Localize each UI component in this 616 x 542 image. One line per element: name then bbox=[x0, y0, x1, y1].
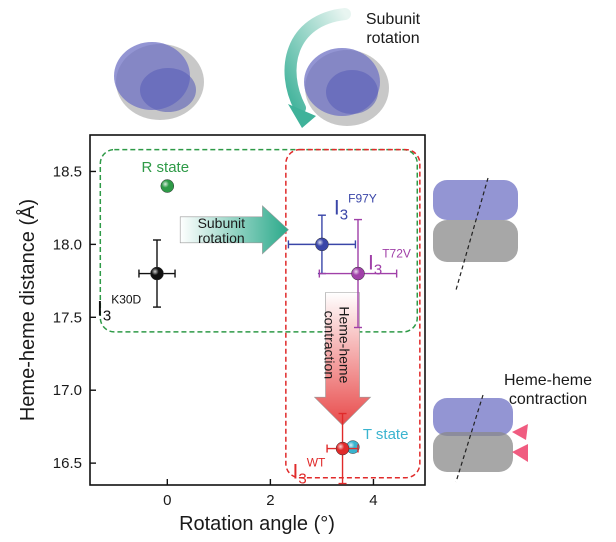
protein-illustration-top-left bbox=[114, 42, 204, 120]
point-label-t-state: T state bbox=[363, 426, 409, 443]
y-tick-label: 18.5 bbox=[53, 163, 82, 180]
y-tick-label: 18.0 bbox=[53, 236, 82, 253]
contraction-arrow-label-1: Heme-heme bbox=[337, 306, 353, 383]
y-tick-label: 17.0 bbox=[53, 382, 82, 399]
point-label-wt: I3WT bbox=[293, 456, 327, 488]
y-axis-title: Heme-heme distance (Å) bbox=[16, 199, 39, 421]
x-tick-label: 2 bbox=[266, 492, 274, 509]
data-point-t-state: T state bbox=[346, 426, 408, 454]
point-label-k30d: I3K30D bbox=[97, 293, 142, 325]
protein-illustration-top-center bbox=[304, 48, 389, 126]
bottom-right-caption-line2: contraction bbox=[509, 391, 587, 408]
protein-illustration-right-bottom bbox=[433, 394, 528, 483]
point-label-f97y: I3F97Y bbox=[334, 191, 377, 223]
point-highlight bbox=[160, 179, 174, 193]
r-group-box bbox=[99, 148, 419, 333]
x-tick-label: 0 bbox=[163, 492, 171, 509]
subunit-rotation-arrow bbox=[179, 205, 289, 255]
point-highlight bbox=[150, 267, 164, 281]
point-highlight bbox=[336, 442, 350, 456]
y-tick-label: 17.5 bbox=[53, 309, 82, 326]
bottom-right-caption-line1: Heme-heme bbox=[504, 372, 592, 389]
plot-frame bbox=[89, 134, 426, 486]
t-group-box bbox=[285, 148, 421, 479]
x-axis-title: Rotation angle (°) bbox=[179, 513, 335, 535]
data-point-f97y: I3F97Y bbox=[287, 191, 377, 275]
rotation-arrow-label-2: rotation bbox=[198, 230, 245, 246]
top-right-caption-line2: rotation bbox=[366, 30, 419, 47]
point-highlight bbox=[315, 237, 329, 251]
protein-illustration-right-mid bbox=[433, 177, 518, 291]
data-point-k30d: I3K30D bbox=[97, 239, 176, 325]
data-point-wt: I3WT bbox=[293, 412, 359, 488]
data-point-r-state: R state bbox=[142, 159, 190, 193]
heme-contraction-arrow bbox=[313, 292, 372, 426]
y-tick-label: 16.5 bbox=[53, 455, 82, 472]
point-label-t72v: I3T72V bbox=[368, 247, 411, 279]
x-tick-label: 4 bbox=[369, 492, 377, 509]
point-highlight bbox=[346, 440, 360, 454]
top-right-caption-line1: Subunit bbox=[366, 11, 421, 28]
contraction-arrow-label-2: contraction bbox=[322, 311, 338, 379]
data-point-t72v: I3T72V bbox=[318, 218, 411, 329]
point-label-r-state: R state bbox=[142, 159, 190, 176]
curved-rotation-arrow bbox=[284, 8, 351, 128]
point-highlight bbox=[351, 267, 365, 281]
rotation-arrow-label-1: Subunit bbox=[198, 215, 246, 231]
